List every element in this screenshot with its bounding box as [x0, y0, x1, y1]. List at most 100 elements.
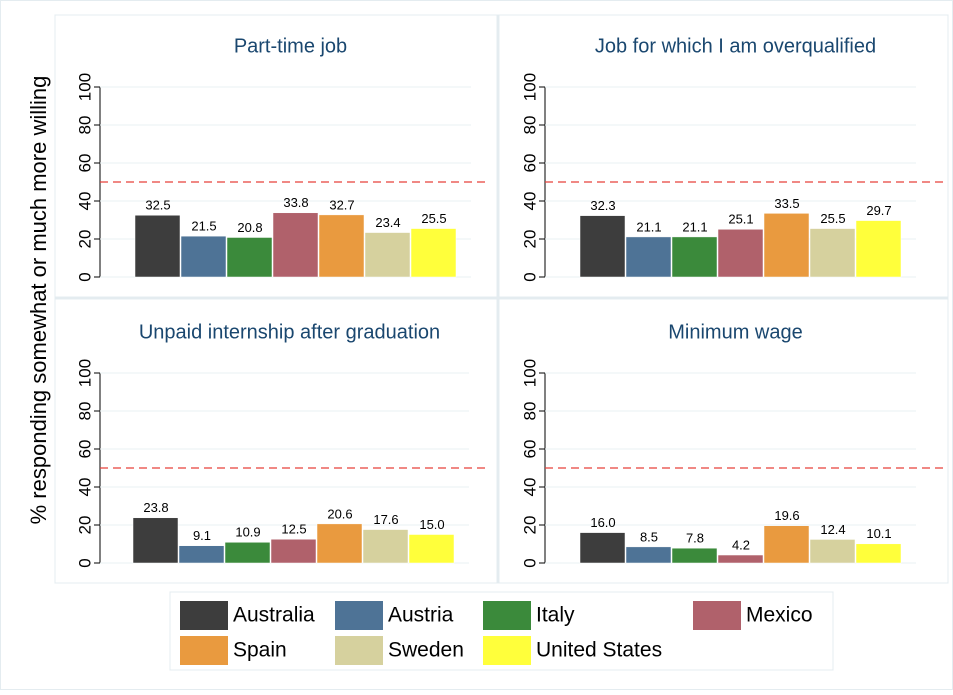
- y-tick-label: 0: [75, 272, 94, 281]
- bar: [579, 215, 626, 278]
- y-tick-label: 20: [75, 516, 94, 535]
- y-tick-label: 80: [75, 116, 94, 135]
- value-label: 8.5: [640, 529, 658, 544]
- y-tick-label: 100: [520, 73, 539, 101]
- bar: [717, 554, 764, 564]
- panel-title: Minimum wage: [668, 321, 802, 343]
- value-label: 25.5: [820, 211, 845, 226]
- bar: [809, 228, 856, 278]
- panel-title: Job for which I am overqualified: [595, 35, 876, 57]
- value-label: 4.2: [732, 537, 750, 552]
- value-label: 21.1: [636, 219, 661, 234]
- y-tick-label: 100: [75, 359, 94, 387]
- value-label: 25.5: [421, 211, 446, 226]
- value-label: 15.0: [419, 517, 444, 532]
- y-tick-label: 80: [75, 402, 94, 421]
- value-label: 29.7: [866, 203, 891, 218]
- legend-swatch: [180, 601, 228, 630]
- bar: [717, 229, 764, 278]
- legend-label: Spain: [233, 639, 287, 662]
- y-tick-label: 100: [520, 359, 539, 387]
- y-tick-label: 100: [75, 73, 94, 101]
- bar: [763, 525, 810, 564]
- legend-label: Austria: [388, 604, 454, 627]
- bar: [855, 543, 902, 564]
- y-tick-label: 40: [520, 192, 539, 211]
- legend-label: Australia: [233, 604, 315, 627]
- bar: [224, 542, 271, 564]
- value-label: 25.1: [728, 212, 753, 227]
- bar: [178, 545, 225, 564]
- value-label: 9.1: [193, 528, 211, 543]
- panel-title: Part-time job: [234, 35, 347, 57]
- value-label: 32.5: [145, 198, 170, 213]
- value-label: 10.1: [866, 526, 891, 541]
- bar: [318, 214, 365, 278]
- legend-label: Mexico: [746, 604, 813, 627]
- legend-label: Sweden: [388, 639, 464, 662]
- value-label: 19.6: [774, 508, 799, 523]
- value-label: 7.8: [686, 531, 704, 546]
- legend-swatch: [335, 636, 383, 665]
- y-tick-label: 60: [520, 440, 539, 459]
- y-tick-label: 60: [520, 154, 539, 173]
- value-label: 20.6: [327, 506, 352, 521]
- value-label: 16.0: [590, 515, 615, 530]
- bar: [226, 237, 273, 278]
- y-tick-label: 20: [520, 516, 539, 535]
- bar: [625, 546, 672, 564]
- value-label: 17.6: [373, 512, 398, 527]
- legend-swatch: [483, 601, 531, 630]
- y-tick-label: 40: [75, 478, 94, 497]
- bar: [671, 547, 718, 564]
- bar: [410, 228, 457, 278]
- value-label: 21.5: [191, 219, 216, 234]
- y-tick-label: 0: [75, 558, 94, 567]
- y-tick-label: 60: [75, 154, 94, 173]
- bar: [316, 523, 363, 564]
- panel-title: Unpaid internship after graduation: [139, 321, 440, 343]
- y-tick-label: 40: [75, 192, 94, 211]
- bar: [579, 532, 626, 564]
- y-tick-label: 0: [520, 558, 539, 567]
- legend-label: Italy: [536, 604, 575, 627]
- y-tick-label: 60: [75, 440, 94, 459]
- bar: [671, 236, 718, 278]
- value-label: 21.1: [682, 219, 707, 234]
- value-label: 32.3: [590, 198, 615, 213]
- bar: [855, 220, 902, 278]
- bar: [180, 235, 227, 278]
- bar: [364, 232, 411, 278]
- value-label: 23.4: [375, 215, 400, 230]
- bar: [763, 213, 810, 278]
- value-label: 33.8: [283, 195, 308, 210]
- legend-swatch: [180, 636, 228, 665]
- legend-label: United States: [536, 639, 662, 662]
- value-label: 32.7: [329, 197, 354, 212]
- value-label: 23.8: [143, 500, 168, 515]
- bar: [362, 529, 409, 564]
- y-axis-label: % responding somewhat or much more willi…: [26, 76, 51, 525]
- y-tick-label: 0: [520, 272, 539, 281]
- legend-swatch: [693, 601, 741, 630]
- bar: [408, 534, 455, 564]
- value-label: 20.8: [237, 220, 262, 235]
- value-label: 12.5: [281, 522, 306, 537]
- bar: [809, 539, 856, 564]
- bar: [272, 212, 319, 278]
- y-tick-label: 80: [520, 116, 539, 135]
- bar: [132, 517, 179, 564]
- legend-swatch: [335, 601, 383, 630]
- y-tick-label: 20: [520, 230, 539, 249]
- value-label: 12.4: [820, 522, 845, 537]
- bar: [625, 236, 672, 278]
- y-tick-label: 40: [520, 478, 539, 497]
- y-tick-label: 80: [520, 402, 539, 421]
- legend-swatch: [483, 636, 531, 665]
- value-label: 33.5: [774, 196, 799, 211]
- bar: [134, 215, 181, 278]
- value-label: 10.9: [235, 525, 260, 540]
- y-tick-label: 20: [75, 230, 94, 249]
